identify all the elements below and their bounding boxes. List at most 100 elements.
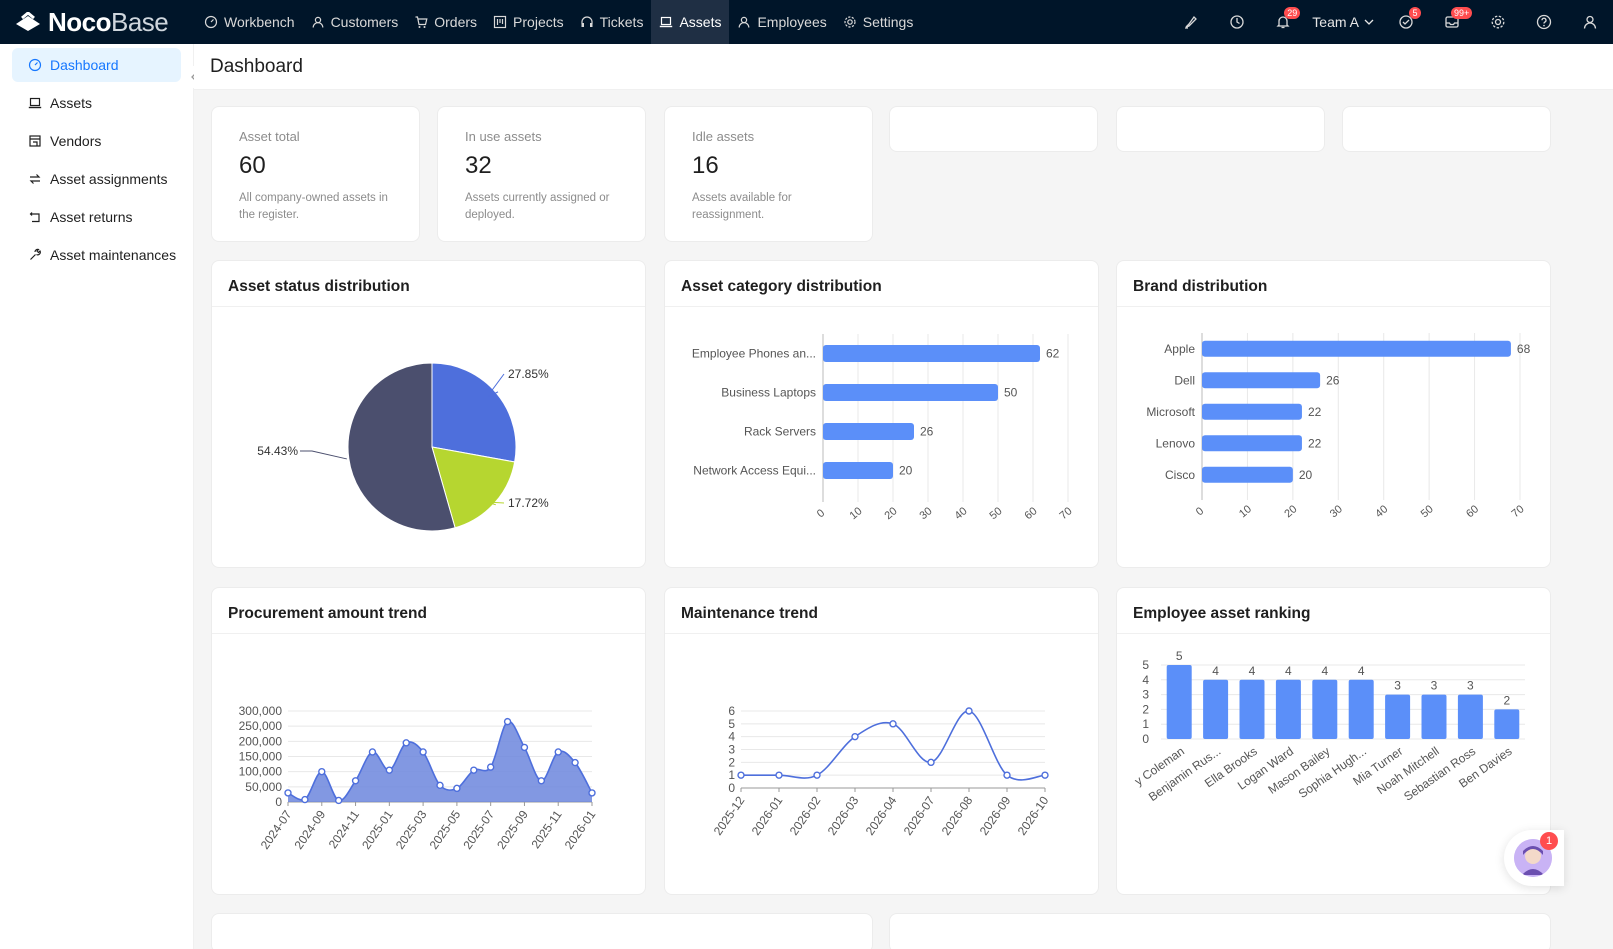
x-axis-tick-label: 2026-03 — [825, 793, 862, 837]
logo-text-light: Base — [111, 6, 169, 37]
nav-item-tickets[interactable]: Tickets — [572, 0, 652, 44]
chart-card-asset-status: Asset status distribution 27.85% 17.72% 54… — [211, 260, 646, 568]
data-point — [851, 732, 859, 741]
return-icon — [29, 212, 40, 223]
kpi-label: In use assets — [465, 129, 542, 144]
data-point — [334, 796, 343, 805]
kpi-description-line: Assets currently assigned or — [465, 192, 610, 204]
nocobase-logo[interactable]: NocoBase — [0, 0, 196, 44]
area-fill — [288, 721, 592, 802]
nav-item-assets[interactable]: Assets — [651, 0, 730, 44]
y-axis-tick-label: 1 — [1142, 717, 1149, 731]
y-axis-category-label: Network Access Equi... — [693, 464, 816, 478]
bar-value-label: 50 — [1004, 386, 1018, 400]
gear-icon — [1491, 15, 1505, 29]
kpi-value: 32 — [465, 152, 492, 179]
x-axis-tick-label: 2025-03 — [393, 807, 430, 851]
headset-icon — [581, 16, 593, 27]
bar — [1239, 679, 1265, 739]
tasks-button[interactable]: 5 — [1383, 0, 1429, 44]
ui-editor-button[interactable] — [1168, 0, 1214, 44]
nav-item-label: Orders — [434, 14, 478, 30]
kpi-card-asset-total: Asset total 60 All company-owned assets … — [211, 106, 420, 242]
y-axis-tick-label: 3 — [728, 743, 735, 757]
bar — [1202, 403, 1302, 420]
y-axis-tick-label: 250,000 — [239, 719, 283, 733]
bar-value-label: 3 — [1431, 679, 1438, 693]
header-toolbar: 29 Team A 5 99+ — [1168, 0, 1613, 44]
nav-item-orders[interactable]: Orders — [406, 0, 485, 44]
nav-item-employees[interactable]: Employees — [729, 0, 834, 44]
project-icon — [493, 15, 507, 29]
bar-value-label: 4 — [1249, 664, 1256, 678]
bar-value-label: 20 — [1299, 468, 1313, 482]
bar — [1385, 694, 1411, 739]
sidebar-item-asset-assignments[interactable]: Asset assignments — [12, 162, 181, 196]
sidebar-item-assets[interactable]: Assets — [12, 86, 181, 120]
sidebar-item-vendors[interactable]: Vendors — [12, 124, 181, 158]
nav-item-label: Employees — [757, 14, 827, 30]
bar — [1202, 340, 1511, 357]
nav-item-customers[interactable]: Customers — [303, 0, 407, 44]
pie-slice-label: 54.43% — [257, 444, 298, 458]
bar-value-label: 3 — [1467, 679, 1474, 693]
pie-slice-label: 17.72% — [508, 496, 549, 510]
x-axis-tick-label: 2024-09 — [292, 807, 329, 851]
messages-button[interactable]: 99+ — [1429, 0, 1475, 44]
x-axis-tick-label: 0 — [815, 507, 827, 520]
x-axis-tick-label: 2026-02 — [787, 793, 824, 837]
sidebar-item-label: Asset assignments — [50, 171, 168, 187]
x-axis-tick-label: 2026-01 — [749, 793, 786, 837]
data-point — [775, 771, 783, 779]
sidebar-item-asset-returns[interactable]: Asset returns — [12, 200, 181, 234]
help-button[interactable] — [1521, 0, 1567, 44]
notifications-button[interactable]: 29 — [1260, 0, 1306, 44]
history-button[interactable] — [1214, 0, 1260, 44]
x-axis-tick-label: 50 — [1419, 503, 1436, 520]
sidebar-item-dashboard[interactable]: Dashboard — [12, 48, 181, 82]
y-axis-tick-label: 0 — [728, 781, 735, 795]
sidebar-item-label: Dashboard — [50, 57, 119, 73]
kpi-card-in-use-assets: In use assets 32 Assets currently assign… — [437, 106, 646, 242]
bar — [1348, 679, 1374, 739]
logo-text-bold: Noco — [48, 6, 112, 37]
nav-item-label: Projects — [513, 14, 564, 30]
user-menu-button[interactable] — [1567, 0, 1613, 44]
laptop-icon — [28, 97, 42, 109]
nav-item-workbench[interactable]: Workbench — [196, 0, 303, 44]
y-axis-tick-label: 4 — [728, 730, 735, 744]
pie-label-line — [486, 373, 505, 398]
x-axis-tick-label: 2026-09 — [977, 793, 1014, 837]
bar — [1202, 435, 1302, 452]
sidebar-item-asset-maintenances[interactable]: Asset maintenances — [12, 238, 181, 272]
x-axis-tick-label: 2026-01 — [562, 807, 599, 851]
y-axis-category-label: Business Laptops — [721, 386, 816, 400]
bar-value-label: 4 — [1321, 664, 1328, 678]
nav-item-label: Workbench — [224, 14, 295, 30]
chart-card-maintenance: Maintenance trend 0 1 2 3 4 5 6 2025-12 2026-01 2… — [664, 587, 1099, 895]
bar-value-label: 22 — [1308, 436, 1322, 450]
data-point — [436, 781, 444, 790]
data-point — [1041, 771, 1049, 779]
chart-card-partial — [889, 913, 1551, 949]
bar — [1494, 709, 1520, 739]
x-axis-tick-label: 20 — [1282, 503, 1299, 520]
data-point — [453, 784, 461, 793]
data-point — [318, 767, 326, 776]
nav-item-settings[interactable]: Settings — [835, 0, 922, 44]
data-point — [588, 789, 596, 797]
notifications-badge: 29 — [1284, 7, 1301, 19]
kpi-description-line: deployed. — [465, 209, 515, 221]
data-point — [402, 739, 410, 747]
bar-value-label: 4 — [1358, 664, 1365, 678]
x-axis-tick-label: 2024-07 — [258, 807, 295, 851]
nav-item-projects[interactable]: Projects — [485, 0, 572, 44]
team-switcher[interactable]: Team A — [1306, 0, 1383, 44]
x-axis-tick-label: 2025-11 — [528, 807, 564, 851]
x-axis-tick-label: 40 — [953, 505, 970, 522]
settings-button[interactable] — [1475, 0, 1521, 44]
user-icon — [739, 16, 750, 28]
ai-assistant-button[interactable]: 1 — [1504, 830, 1564, 886]
bar — [1203, 679, 1229, 739]
